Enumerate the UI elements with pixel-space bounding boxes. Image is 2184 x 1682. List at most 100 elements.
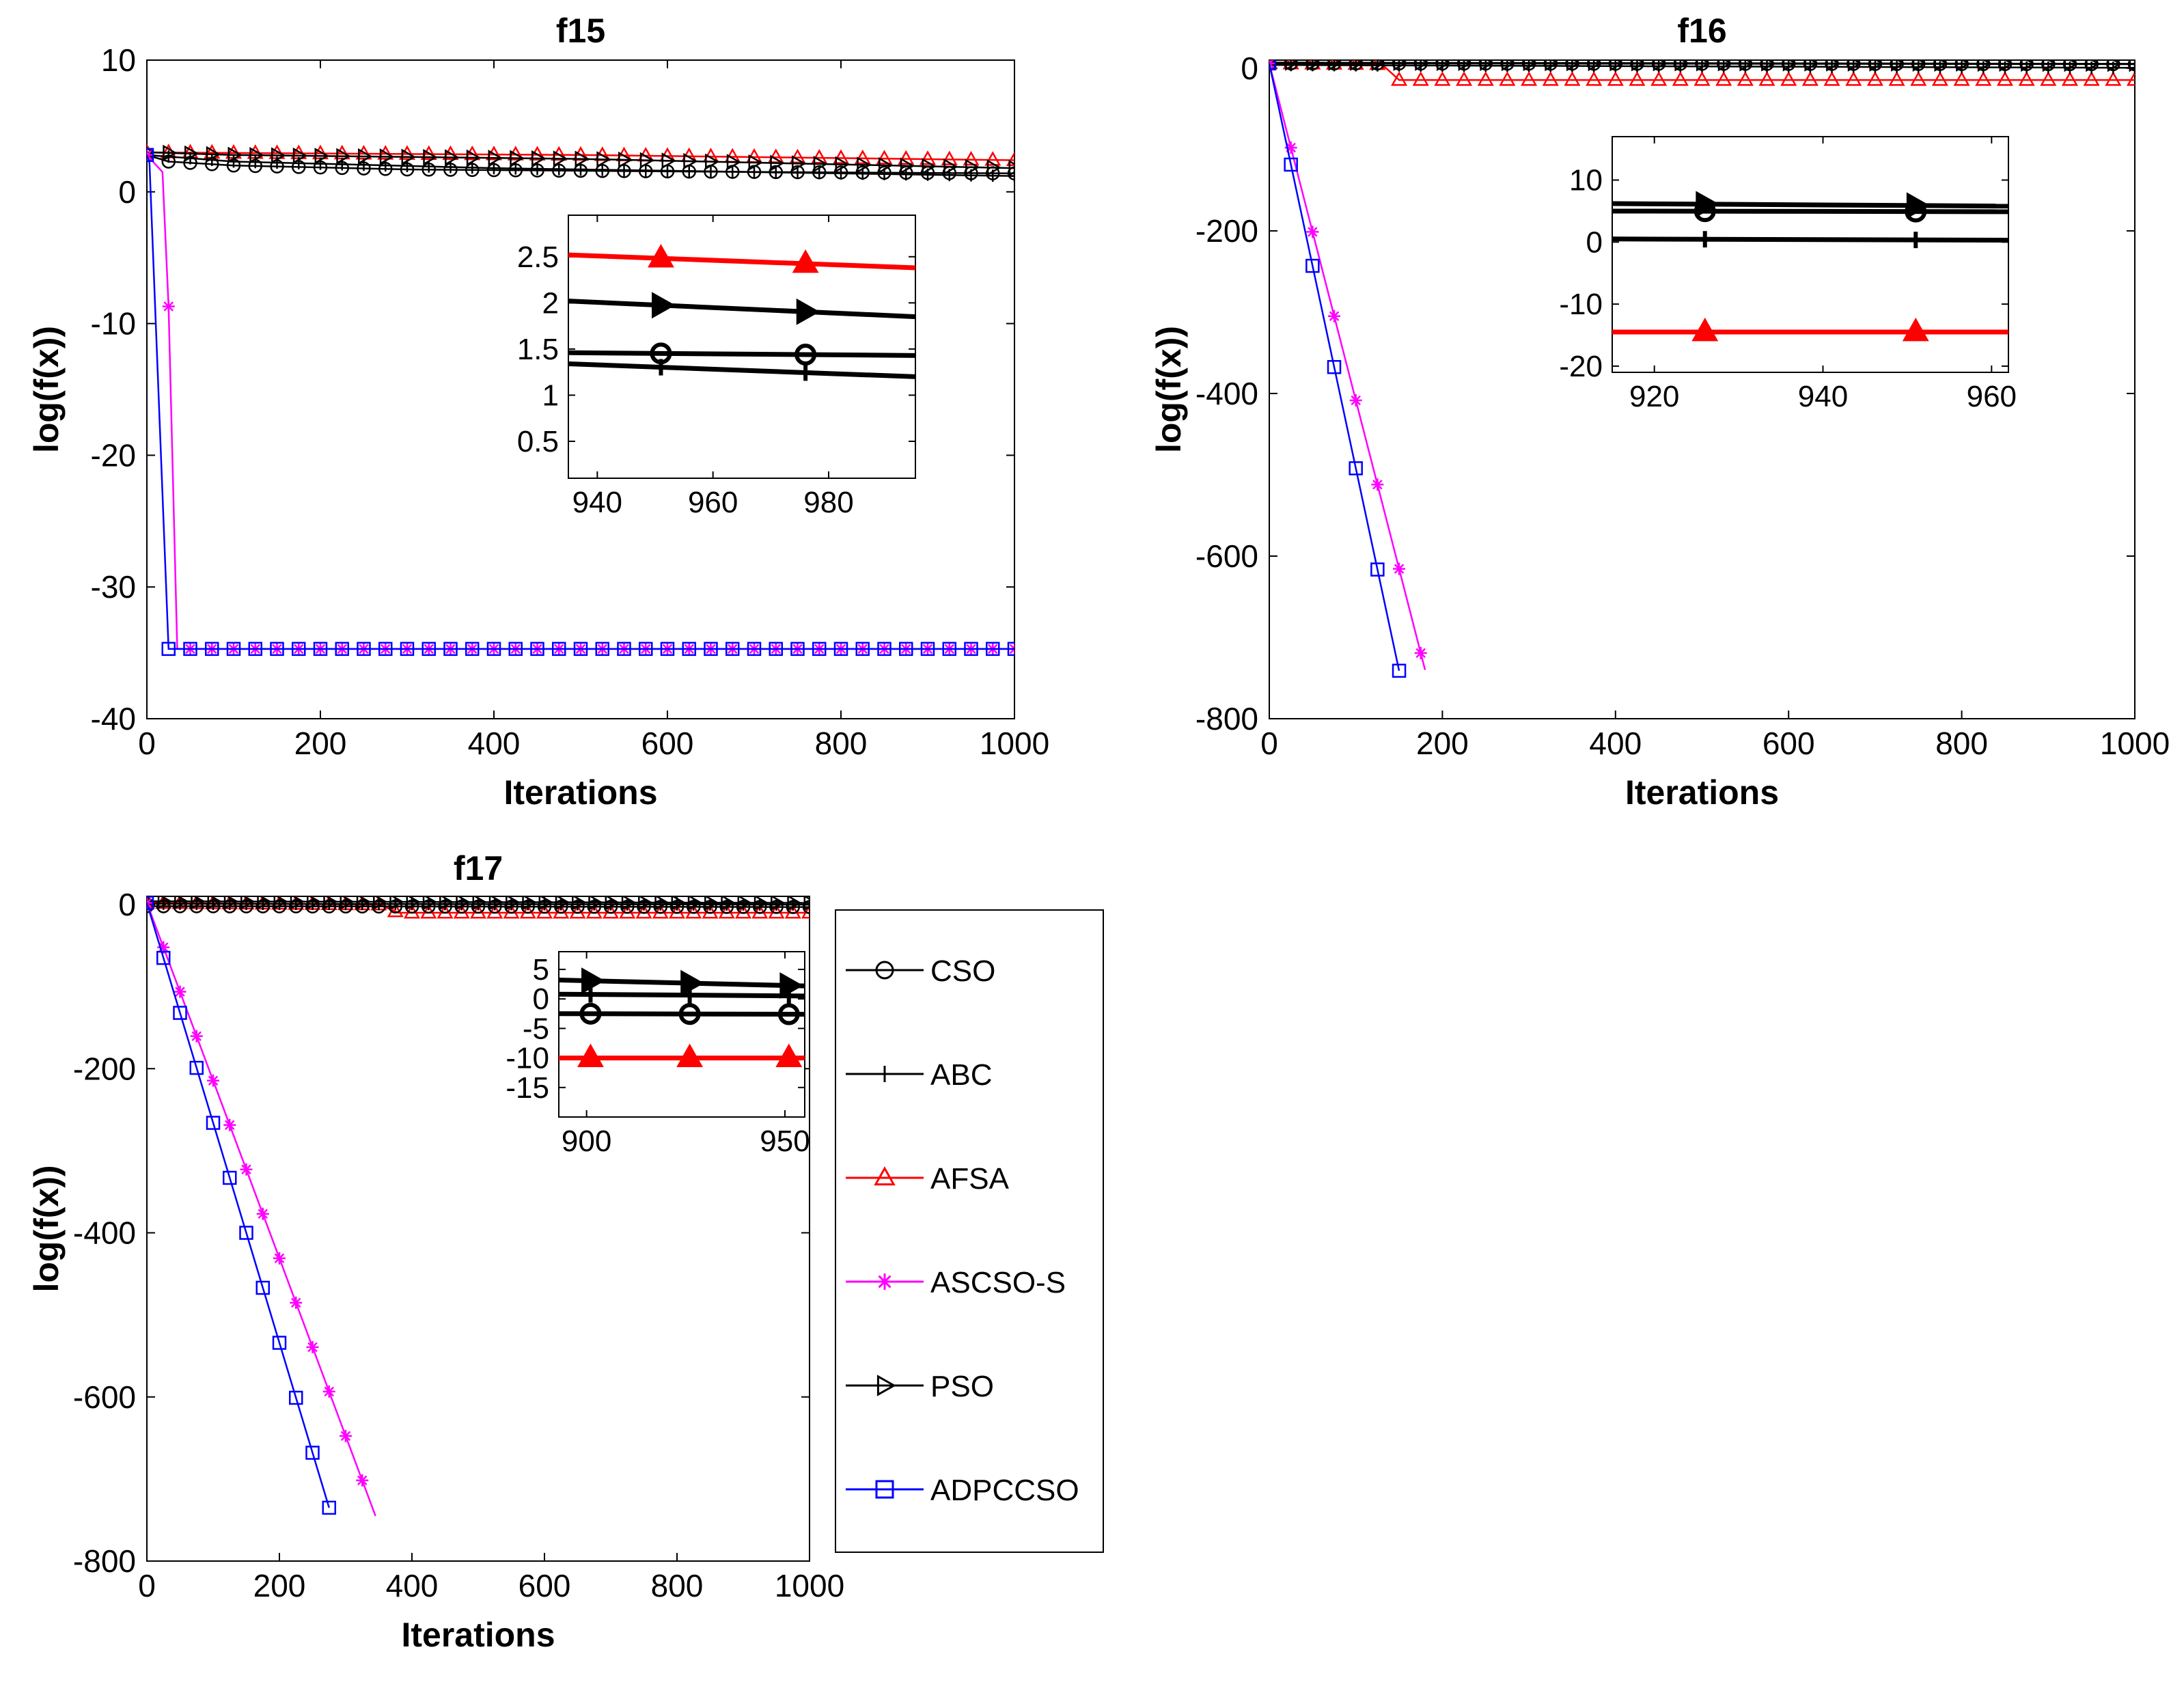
series-marker-PSO — [227, 146, 243, 163]
series-marker-CSO — [400, 162, 415, 177]
inset-y-tick-label: 2.5 — [517, 240, 559, 274]
series-layer — [147, 143, 1014, 657]
series-marker-ADPCCSO — [747, 642, 762, 657]
series-marker-ASCSO-S — [340, 1429, 352, 1442]
legend-marker — [874, 1166, 896, 1186]
series-marker-AFSA — [420, 145, 437, 161]
series-marker-PSO — [379, 148, 395, 165]
series-marker-AFSA — [963, 150, 980, 166]
inset-series-marker-ABC — [780, 987, 797, 1004]
x-tick-label: 1000 — [980, 726, 1049, 761]
inset-series-marker-CSO — [794, 344, 817, 366]
series-marker-CSO — [1543, 60, 1558, 71]
series-marker-PSO — [336, 148, 351, 165]
series-marker-AFSA — [1780, 71, 1797, 86]
series-marker-ADPCCSO — [639, 642, 653, 657]
series-marker-CSO — [1803, 60, 1818, 71]
y-tick-label: -30 — [91, 569, 136, 605]
series-line-CSO — [147, 905, 810, 908]
series-marker-CSO — [1651, 60, 1666, 71]
series-line-ADPCCSO — [1269, 63, 1400, 672]
inset-series-line-PSO — [1612, 201, 2009, 209]
series-marker-CSO — [573, 163, 588, 178]
series-marker-PSO — [531, 150, 547, 167]
inset-x-tick-label: 940 — [1798, 380, 1848, 413]
series-marker-ADPCCSO — [357, 642, 371, 657]
y-tick-label: 0 — [1241, 51, 1258, 86]
inset-series-marker-CSO — [777, 1003, 800, 1025]
series-marker-CSO — [421, 899, 436, 914]
series-marker-AFSA — [464, 146, 481, 161]
inset-y-tick-label: 1 — [542, 378, 559, 412]
series-marker-CSO — [1998, 60, 2013, 72]
series-marker-PSO — [661, 152, 676, 169]
series-marker-CSO — [1392, 60, 1407, 71]
inset-area — [1612, 136, 2009, 373]
series-marker-CSO — [587, 899, 601, 914]
y-axis-label: log(f(x)) — [27, 326, 66, 453]
series-marker-ADPCCSO — [769, 642, 783, 657]
series-marker-AFSA — [1629, 71, 1646, 86]
x-tick-label: 200 — [1416, 726, 1469, 761]
y-tick-label: -40 — [91, 701, 136, 736]
series-marker-CSO — [603, 900, 618, 914]
series-marker-CSO — [1825, 60, 1839, 71]
inset-series-marker-CSO — [678, 1003, 701, 1025]
series-marker-AFSA — [1564, 71, 1581, 86]
legend-label: AFSA — [930, 1162, 1010, 1196]
series-marker-ADPCCSO — [855, 642, 870, 657]
legend-label: ASCSO-S — [930, 1266, 1066, 1299]
series-marker-CSO — [378, 162, 393, 176]
series-marker-ASCSO-S — [174, 985, 186, 998]
series-marker-AFSA — [1888, 71, 1905, 86]
inset-plot: 900 950 -15-10-505 — [506, 951, 810, 1158]
legend-marker — [875, 961, 894, 980]
inset-series-marker-PSO — [796, 298, 820, 325]
y-tick-label: -400 — [73, 1215, 136, 1251]
series-marker-CSO — [156, 899, 171, 913]
series-marker-CSO — [223, 899, 237, 913]
inset-x-tick-label: 980 — [803, 486, 853, 519]
series-marker-ADPCCSO — [1327, 360, 1342, 374]
series-marker-ASCSO-S — [1328, 309, 1341, 322]
y-tick-label: -400 — [1195, 376, 1258, 411]
x-axis-label: Iterations — [503, 773, 657, 812]
series-marker-CSO — [1284, 60, 1298, 71]
series-marker-CSO — [1435, 60, 1450, 71]
legend-marker — [876, 1066, 893, 1082]
series-marker-CSO — [443, 163, 458, 177]
series-marker-PSO — [835, 156, 850, 173]
series-marker-ADPCCSO — [156, 950, 171, 965]
series-marker-ADPCCSO — [573, 642, 588, 657]
series-marker-ADPCCSO — [552, 642, 566, 657]
series-marker-ASCSO-S — [162, 300, 175, 313]
inset-y-tick-label: 0 — [1586, 225, 1603, 259]
series-marker-ASCSO-S — [1349, 394, 1362, 407]
series-marker-CSO — [239, 899, 253, 913]
x-tick-label: 0 — [138, 726, 156, 761]
series-marker-ADPCCSO — [248, 642, 262, 657]
inset-series-marker-ABC — [1907, 232, 1924, 249]
series-line-ADPCCSO — [147, 902, 330, 1508]
series-marker-CSO — [552, 163, 566, 178]
inset-series-marker-AFSA — [676, 1043, 704, 1067]
series-marker-AFSA — [2083, 71, 2100, 86]
series-marker-ADPCCSO — [147, 896, 154, 910]
series-marker-CSO — [486, 163, 501, 178]
inset-series-line-ABC — [568, 361, 916, 379]
series-marker-ASCSO-S — [290, 1296, 303, 1309]
series-marker-CSO — [747, 165, 762, 179]
series-marker-ADPCCSO — [790, 642, 805, 657]
series-marker-AFSA — [1931, 71, 1948, 86]
series-marker-AFSA — [2126, 71, 2135, 86]
series-marker-CSO — [802, 900, 810, 914]
series-marker-ADPCCSO — [833, 642, 848, 657]
series-marker-ASCSO-S — [306, 1340, 319, 1353]
series-marker-CSO — [272, 899, 287, 913]
y-tick-label: -200 — [73, 1051, 136, 1086]
series-marker-CSO — [855, 165, 870, 180]
legend-entry-ABC: ABC — [846, 1058, 992, 1092]
series-marker-PSO — [922, 158, 937, 175]
series-marker-CSO — [372, 899, 386, 914]
chart-panels: 0 200 400 600 800 1000-40-30-20-10010f15Itera… — [27, 12, 2170, 1654]
